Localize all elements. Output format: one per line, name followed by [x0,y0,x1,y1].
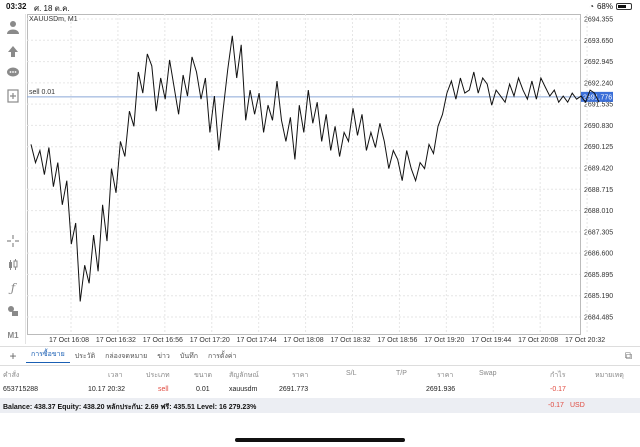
add-symbol-icon[interactable] [4,42,22,60]
y-tick-label: 2684.485 [584,315,613,322]
y-tick-label: 2686.600 [584,251,613,258]
order-type: sell [158,386,169,393]
x-tick-label: 17 Oct 18:56 [377,337,417,344]
x-tick-label: 17 Oct 20:32 [565,337,605,344]
battery-icon [616,3,632,10]
order-id: 653715288 [3,386,39,393]
order-profit: -0.17 [550,386,566,393]
col-sl: S/L [346,370,357,377]
timeframe-button[interactable]: M1 [7,330,19,340]
x-tick-label: 17 Oct 19:20 [424,337,464,344]
y-tick-label: 2690.125 [584,144,613,151]
layout-icon[interactable]: ⧉ [624,351,632,362]
indicator-icon[interactable]: ƒ [10,281,16,295]
y-tick-label: 2685.190 [584,293,613,300]
toolbox-tabs: + การซื้อขาย ประวัติ กล่องจดหมาย ข่าว บั… [0,346,640,366]
x-tick-label: 17 Oct 17:20 [190,337,230,344]
col-price: ราคา [292,372,309,379]
x-tick-label: 17 Oct 17:44 [237,337,277,344]
y-tick-label: 2693.650 [584,38,613,45]
price-tag-label: 2691.776 [583,94,612,101]
y-tick-label: 2692.240 [584,80,613,87]
price-tag [581,91,613,102]
col-order: คำสั่ง [3,372,20,379]
objects-icon[interactable] [4,302,22,320]
y-tick-label: 2689.420 [584,166,613,173]
status-date: ศ. 18 ต.ค. [34,4,70,13]
wifi-icon: ◔ [589,2,594,11]
tab-history[interactable]: ประวัติ [74,352,96,360]
left-toolbar: ƒ M1 [0,14,26,344]
price-chart[interactable]: 2694.355 2693.650 2692.945 2692.240 2691.535… [27,14,640,344]
battery-percent: 68% [596,2,613,11]
chart-frame [27,14,581,335]
tab-news[interactable]: ข่าว [157,352,170,360]
balance-bar: Balance: 438.37 Equity: 438.20 หลักประกั… [0,398,640,413]
x-tick-label: 17 Oct 16:08 [49,337,89,344]
order-current-price: 2691.936 [426,386,456,393]
status-right: ◔ 68% [589,2,632,11]
sell-line-label: sell 0.01 [29,89,56,96]
new-chart-icon[interactable] [4,87,22,105]
price-series-line [30,35,600,302]
crosshair-icon[interactable] [4,232,22,250]
y-tick-label: 2688.715 [584,187,613,194]
trade-table-header: คำสั่ง เวลา ประเภท ขนาด สัญลักษณ์ ราคา S… [0,367,640,380]
y-tick-label: 2687.305 [584,229,613,236]
y-tick-label: 2685.895 [584,272,613,279]
col-tp: T/P [396,370,407,377]
person-icon[interactable] [4,18,22,36]
y-tick-label: 2691.535 [584,102,613,109]
total-profit: -0.17 [548,402,564,409]
col-volume: ขนาด [194,372,213,379]
profit-currency: USD [570,402,585,409]
chart-svg[interactable]: 2694.355 2693.650 2692.945 2692.240 2691.535… [27,14,640,344]
x-tick-label: 17 Oct 18:08 [284,337,324,344]
tab-journal[interactable]: บันทึก [179,352,198,360]
order-symbol: xauusdm [229,386,258,393]
y-tick-label: 2688.010 [584,208,613,215]
col-type: ประเภท [146,372,170,379]
x-tick-label: 17 Oct 16:32 [96,337,136,344]
y-tick-label: 2690.830 [584,123,613,130]
chat-icon[interactable] [4,64,22,82]
status-time: 03:32 [6,2,27,11]
tab-settings[interactable]: การตั้งค่า [207,352,237,360]
balance-summary: Balance: 438.37 Equity: 438.20 หลักประกั… [3,404,257,411]
candles-icon[interactable] [4,256,22,274]
x-tick-label: 17 Oct 18:32 [330,337,370,344]
col-profit: กำไร [550,372,566,379]
y-tick-label: 2694.355 [584,17,613,24]
col-swap: Swap [479,370,497,377]
order-price: 2691.773 [279,386,309,393]
y-tick-label: 2692.945 [584,59,613,66]
x-tick-label: 17 Oct 20:08 [518,337,558,344]
col-symbol: สัญลักษณ์ [229,372,259,379]
home-indicator [235,438,405,442]
col-current-price: ราคา [437,372,454,379]
tab-mailbox[interactable]: กล่องจดหมาย [105,352,148,360]
order-time: 10.17 20:32 [88,386,125,393]
col-comment: หมายเหตุ [595,372,624,379]
chart-symbol-label: XAUUSDm, M1 [29,16,78,23]
status-bar: 03:32 ศ. 18 ต.ค. ◔ 68% [0,0,640,14]
new-order-icon[interactable]: + [9,349,17,363]
table-row[interactable]: 653715288 10.17 20:32 sell 0.01 xauusdm … [0,383,640,397]
order-volume: 0.01 [196,386,210,393]
tab-trade[interactable]: การซื้อขาย [26,349,70,363]
x-tick-label: 17 Oct 19:44 [471,337,511,344]
col-time: เวลา [108,372,123,379]
x-tick-label: 17 Oct 16:56 [143,337,183,344]
